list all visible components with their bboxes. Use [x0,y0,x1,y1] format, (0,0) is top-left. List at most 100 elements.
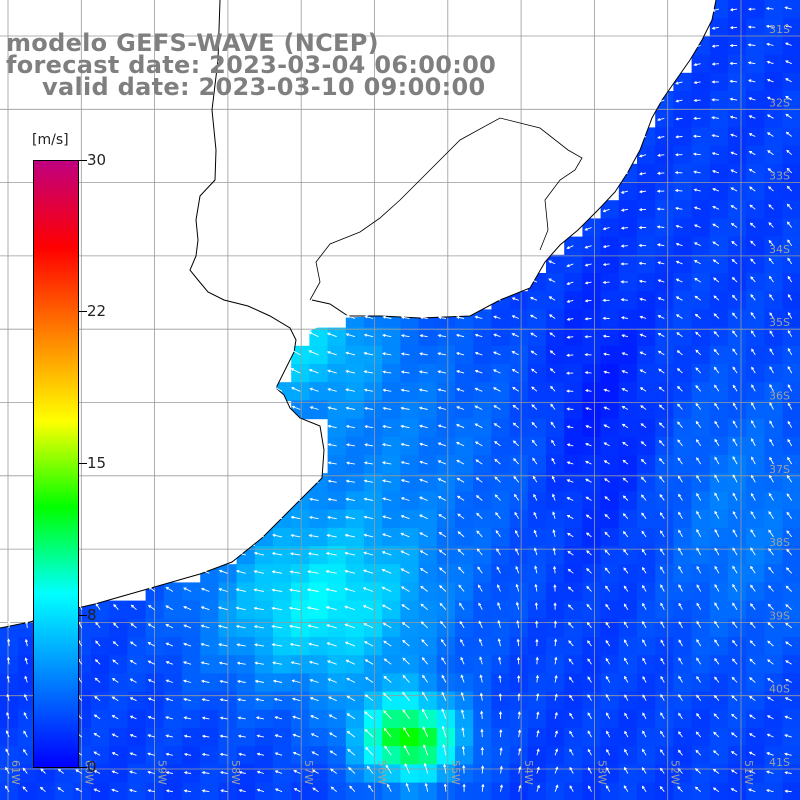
wind-arrow [768,566,774,574]
wind-speed-cell [418,564,438,583]
wind-speed-cell [655,582,674,602]
wind-arrow [534,602,538,610]
wind-arrow [326,351,337,356]
wind-arrow [769,420,774,428]
wind-speed-cell [691,145,711,165]
wind-arrow [327,678,337,683]
wind-speed-cell [728,163,747,183]
wind-arrow [714,384,720,392]
wind-arrow [751,402,756,410]
wind-arrow [111,715,119,720]
wind-arrow [584,263,592,267]
wind-speed-cell [236,746,256,765]
wind-arrow [604,531,611,538]
wind-arrow [623,621,629,629]
wind-arrow [765,24,774,28]
wind-arrow [327,443,337,447]
wind-arrow [419,568,428,574]
wind-arrow [515,583,520,592]
wind-speed-cell [418,364,438,383]
wind-arrow [660,602,665,610]
wind-arrow [675,81,683,85]
wind-speed-cell [473,455,492,474]
wind-speed-cell [709,273,729,292]
wind-speed-cell [291,637,310,656]
wind-arrow [364,659,374,665]
wind-speed-cell [527,618,547,638]
wind-arrow [567,550,574,556]
wind-arrow [456,370,465,374]
wind-arrow [530,350,538,356]
wind-arrow [419,442,428,447]
wind-speed-cell [564,400,583,420]
wind-arrow [345,333,356,338]
wind-speed-cell [728,436,747,456]
wind-arrow [638,226,647,230]
wind-arrow [182,661,192,665]
wind-speed-cell [400,564,420,583]
wind-speed-cell [163,655,183,674]
wind-speed-cell [109,637,128,656]
wind-speed-cell [36,746,56,765]
wind-arrow [530,278,538,283]
wind-speed-cell [0,655,19,674]
wind-arrow [325,588,337,592]
wind-arrow [368,784,374,792]
wind-speed-cell [527,637,547,656]
wind-arrow [640,494,647,501]
wind-arrow [419,352,428,356]
wind-arrow [364,406,374,410]
wind-arrow [441,691,447,701]
wind-speed-cell [728,109,747,128]
wind-arrow [787,347,793,356]
wind-speed-cell [291,691,310,711]
wind-arrow [93,733,101,738]
wind-arrow [363,551,374,556]
wind-arrow [437,460,447,465]
wind-arrow [462,783,466,792]
wind-arrow [677,439,683,447]
wind-speed-cell [764,273,784,292]
wind-speed-cell [364,455,383,474]
wind-arrow [732,565,738,574]
wind-speed-cell [18,782,37,800]
wind-speed-cell [746,400,765,420]
wind-speed-cell [364,655,383,674]
wind-arrow [421,657,429,665]
wind-speed-cell [54,746,74,765]
wind-arrow [460,656,465,665]
wind-arrow [588,785,592,792]
wind-arrow [693,63,701,67]
wind-speed-cell [746,491,765,511]
wind-arrow [345,497,355,501]
wind-arrow [603,460,610,465]
wind-speed-cell [691,163,711,183]
wind-arrow [659,530,665,538]
wind-speed-cell [728,364,747,383]
wind-arrow [183,642,192,647]
wind-arrow [678,565,683,574]
wind-arrow [568,658,574,665]
wind-arrow [713,348,720,356]
wind-speed-cell [109,655,128,674]
wind-speed-cell [546,382,565,401]
wind-arrow [642,657,647,665]
wind-arrow [419,532,428,538]
wind-speed-cell [91,728,110,747]
wind-speed-cell [527,527,547,547]
wind-arrow [749,621,756,629]
wind-speed-cell [491,345,511,365]
wind-arrow [238,770,246,775]
wind-speed-cell [691,782,711,800]
wind-arrow [769,383,774,392]
wind-arrow [714,456,720,465]
wind-arrow [695,331,702,338]
wind-arrow [148,586,155,592]
wind-arrow [235,569,246,574]
wind-speed-cell [309,491,329,511]
wind-speed-cell [637,163,656,183]
wind-speed-cell [400,509,420,529]
wind-speed-cell [364,473,383,492]
wind-arrow [289,642,301,647]
wind-speed-cell [491,309,511,329]
